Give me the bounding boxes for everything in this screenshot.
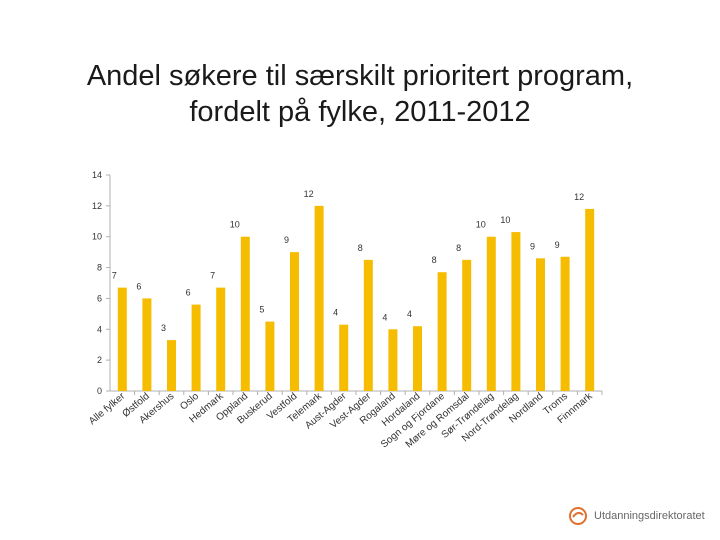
data-label: 10 [476, 220, 486, 230]
bar [536, 258, 545, 391]
bar [363, 259, 373, 391]
x-tick-label: Alle fylker [87, 390, 128, 427]
bar [142, 298, 152, 391]
bar [462, 259, 472, 391]
bar [339, 324, 349, 391]
bar [265, 321, 275, 391]
bar [413, 326, 422, 391]
y-tick-label: 4 [97, 324, 102, 334]
data-label: 6 [186, 288, 191, 298]
data-label: 4 [407, 309, 412, 319]
y-tick-label: 2 [97, 355, 102, 365]
page-title: Andel søkere til særskilt prioritert pro… [86, 60, 634, 128]
data-label: 4 [333, 308, 338, 318]
bar [191, 304, 201, 391]
data-label: 6 [136, 281, 141, 291]
data-label: 8 [456, 243, 461, 253]
logo-text: Utdanningsdirektoratet [594, 510, 705, 522]
bar [167, 340, 176, 391]
data-label: 12 [574, 192, 584, 202]
chart-bars [117, 205, 595, 391]
data-label: 7 [112, 271, 117, 281]
data-label: 10 [230, 220, 240, 230]
y-tick-label: 12 [92, 201, 102, 211]
data-label: 8 [432, 255, 437, 265]
bar [388, 329, 398, 391]
bar [117, 287, 127, 391]
bar [511, 232, 521, 391]
data-label: 3 [161, 323, 166, 333]
bar [585, 208, 595, 391]
y-tick-label: 6 [97, 293, 102, 303]
bar [486, 236, 496, 391]
data-label: 4 [382, 312, 387, 322]
bar [560, 256, 570, 391]
data-label: 7 [210, 271, 215, 281]
y-tick-label: 14 [92, 170, 102, 180]
data-label: 9 [530, 241, 535, 251]
bar [437, 272, 447, 391]
data-label: 12 [304, 189, 314, 199]
data-label: 10 [500, 215, 510, 225]
logo-icon [569, 507, 587, 525]
y-tick-label: 8 [97, 263, 102, 273]
data-label: 5 [259, 305, 264, 315]
y-tick-label: 10 [92, 232, 102, 242]
bar [216, 287, 226, 391]
data-label: 9 [284, 235, 289, 245]
data-label: 8 [358, 243, 363, 253]
bar [314, 205, 324, 391]
bar [290, 252, 299, 391]
logo: Utdanningsdirektoratet [568, 504, 718, 528]
data-label: 9 [555, 240, 560, 250]
y-tick-label: 0 [97, 386, 102, 396]
bar [240, 236, 250, 391]
